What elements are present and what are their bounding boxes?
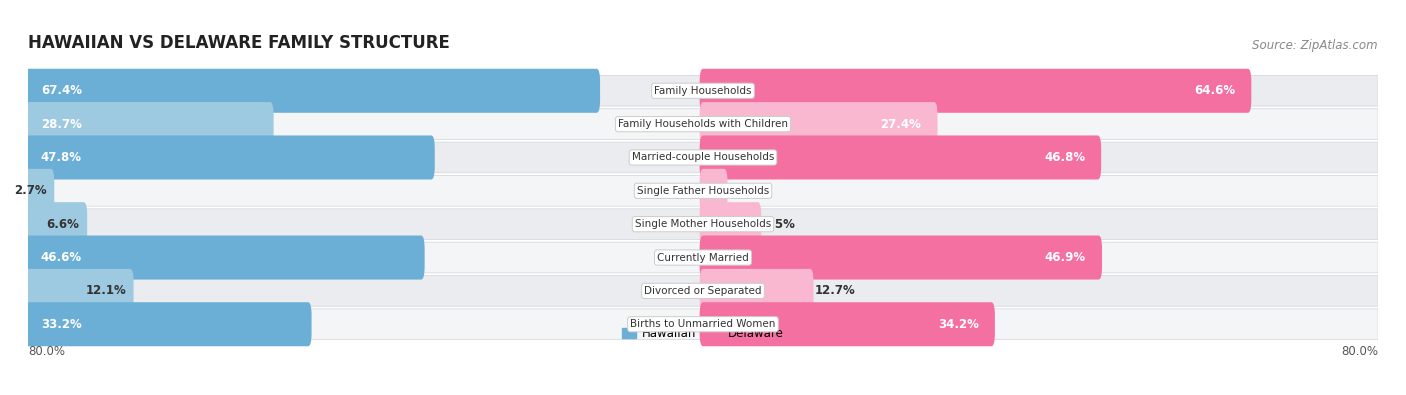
FancyBboxPatch shape [700,102,938,146]
Text: 80.0%: 80.0% [28,345,65,358]
Text: 6.5%: 6.5% [762,218,794,231]
FancyBboxPatch shape [25,135,434,179]
Text: Source: ZipAtlas.com: Source: ZipAtlas.com [1253,40,1378,53]
FancyBboxPatch shape [28,175,1378,206]
Text: 2.5%: 2.5% [728,184,761,198]
Text: Divorced or Separated: Divorced or Separated [644,286,762,296]
Text: 46.9%: 46.9% [1045,251,1085,264]
FancyBboxPatch shape [28,276,1378,306]
Text: 28.7%: 28.7% [41,118,82,131]
Text: 27.4%: 27.4% [880,118,921,131]
FancyBboxPatch shape [28,309,1378,340]
FancyBboxPatch shape [700,169,727,213]
Text: HAWAIIAN VS DELAWARE FAMILY STRUCTURE: HAWAIIAN VS DELAWARE FAMILY STRUCTURE [28,34,450,53]
FancyBboxPatch shape [700,135,1101,179]
Text: Family Households with Children: Family Households with Children [619,119,787,129]
Text: 46.6%: 46.6% [41,251,82,264]
Text: 47.8%: 47.8% [41,151,82,164]
Text: 33.2%: 33.2% [41,318,82,331]
FancyBboxPatch shape [25,69,600,113]
FancyBboxPatch shape [700,302,995,346]
Text: Married-couple Households: Married-couple Households [631,152,775,162]
FancyBboxPatch shape [28,209,1378,239]
Text: 34.2%: 34.2% [938,318,979,331]
Text: 2.7%: 2.7% [14,184,46,198]
Legend: Hawaiian, Delaware: Hawaiian, Delaware [617,322,789,345]
FancyBboxPatch shape [700,269,814,313]
FancyBboxPatch shape [28,109,1378,139]
Text: 12.1%: 12.1% [86,284,127,297]
FancyBboxPatch shape [28,142,1378,173]
Text: Family Households: Family Households [654,86,752,96]
FancyBboxPatch shape [25,202,87,246]
Text: 67.4%: 67.4% [41,84,82,97]
Text: 6.6%: 6.6% [46,218,80,231]
Text: Currently Married: Currently Married [657,252,749,263]
FancyBboxPatch shape [700,202,761,246]
Text: Single Father Households: Single Father Households [637,186,769,196]
Text: 12.7%: 12.7% [814,284,855,297]
FancyBboxPatch shape [28,242,1378,273]
FancyBboxPatch shape [25,235,425,280]
Text: 46.8%: 46.8% [1045,151,1085,164]
Text: Births to Unmarried Women: Births to Unmarried Women [630,319,776,329]
Text: Single Mother Households: Single Mother Households [636,219,770,229]
FancyBboxPatch shape [28,75,1378,106]
FancyBboxPatch shape [25,302,312,346]
FancyBboxPatch shape [700,235,1102,280]
Text: 80.0%: 80.0% [1341,345,1378,358]
FancyBboxPatch shape [25,102,274,146]
FancyBboxPatch shape [700,69,1251,113]
FancyBboxPatch shape [25,169,55,213]
Text: 64.6%: 64.6% [1194,84,1236,97]
FancyBboxPatch shape [25,269,134,313]
